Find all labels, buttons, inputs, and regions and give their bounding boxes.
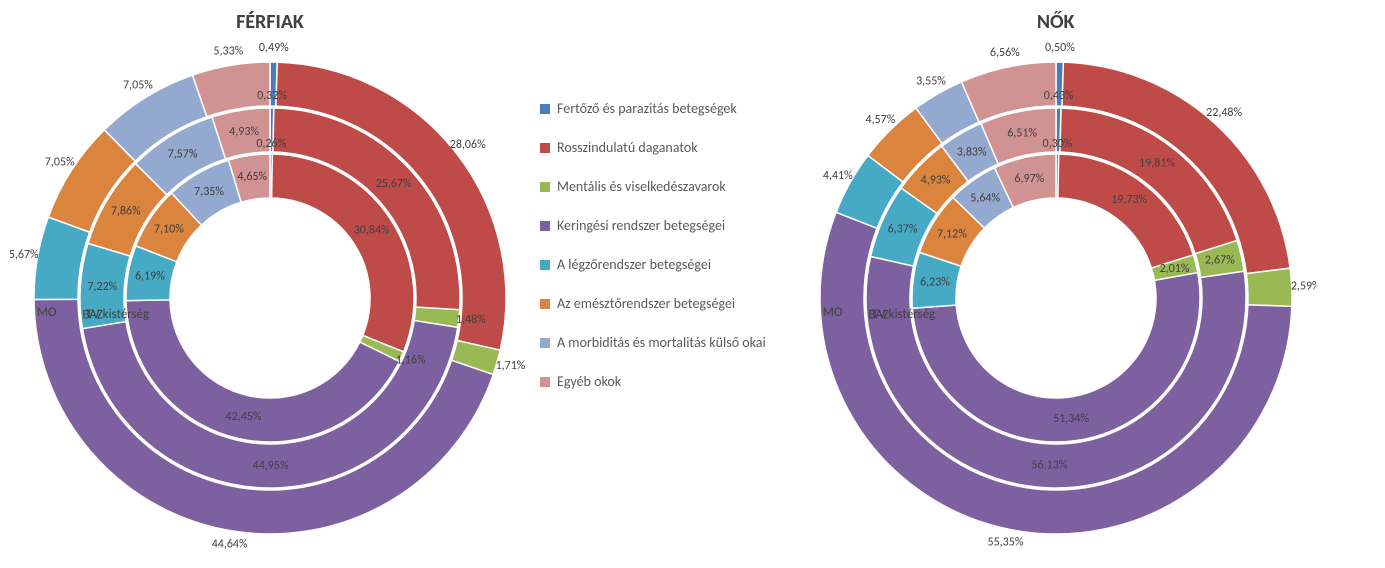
legend-label: A légzőrendszer betegségei bbox=[557, 256, 711, 273]
data-label: 5,64% bbox=[970, 192, 1000, 206]
donut-chart-left: TV kistérségBAZMO0,26%30,84%1,16%42,45%6… bbox=[10, 38, 530, 558]
legend-label: Fertőző és parazitás betegségek bbox=[557, 100, 737, 117]
donut-segment bbox=[1246, 268, 1292, 306]
chart-left: FÉRFIAK TV kistérségBAZMO0,26%30,84%1,16… bbox=[10, 10, 530, 558]
data-label: 1,48% bbox=[456, 313, 486, 327]
data-label: 6,56% bbox=[990, 46, 1020, 60]
legend-swatch bbox=[540, 143, 550, 153]
ring-label: MO bbox=[37, 305, 57, 320]
data-label: 0,30% bbox=[1042, 137, 1072, 151]
legend-label: Keringési rendszer betegségei bbox=[557, 217, 725, 234]
data-label: 7,57% bbox=[168, 147, 198, 161]
data-label: 0,32% bbox=[257, 89, 287, 103]
data-label: 7,22% bbox=[87, 280, 117, 294]
ring-label: MO bbox=[822, 305, 842, 320]
data-label: 6,97% bbox=[1014, 172, 1044, 186]
legend-item: Mentális és viselkedészavarok bbox=[540, 178, 766, 195]
data-label: 19,81% bbox=[1139, 157, 1175, 171]
donut-chart-right: TV kistérségBAZMO0,30%19,73%2,01%51,34%6… bbox=[796, 38, 1316, 558]
legend-label: Mentális és viselkedészavarok bbox=[557, 178, 726, 195]
data-label: 2,59% bbox=[1290, 279, 1315, 293]
legend-swatch bbox=[540, 377, 550, 387]
ring-label: BAZ bbox=[82, 308, 103, 323]
data-label: 5,33% bbox=[213, 44, 243, 58]
chart-title-left: FÉRFIAK bbox=[236, 10, 304, 34]
data-label: 7,05% bbox=[123, 79, 153, 93]
data-label: 44,95% bbox=[253, 459, 289, 473]
data-label: 42,45% bbox=[226, 410, 262, 424]
data-label: 4,57% bbox=[865, 113, 895, 127]
data-label: 0,43% bbox=[1043, 89, 1073, 103]
data-label: 6,19% bbox=[135, 269, 165, 283]
data-label: 0,26% bbox=[256, 137, 286, 151]
ring-label: BAZ bbox=[868, 308, 889, 323]
legend-swatch bbox=[540, 104, 550, 114]
data-label: 7,12% bbox=[937, 227, 967, 241]
legend-item: A légzőrendszer betegségei bbox=[540, 256, 766, 273]
data-label: 6,51% bbox=[1007, 126, 1037, 140]
data-label: 4,41% bbox=[823, 169, 853, 183]
data-label: 51,34% bbox=[1053, 412, 1089, 426]
data-label: 28,06% bbox=[450, 138, 486, 152]
data-label: 0,50% bbox=[1045, 41, 1075, 55]
chart-title-right: NŐK bbox=[1037, 10, 1075, 34]
data-label: 7,05% bbox=[45, 156, 75, 170]
legend-label: A morbiditás és mortalitás külső okai bbox=[557, 334, 766, 351]
data-label: 25,67% bbox=[376, 177, 412, 191]
legend-swatch bbox=[540, 338, 550, 348]
legend-label: Az emésztőrendszer betegségei bbox=[557, 295, 735, 312]
legend-label: Egyéb okok bbox=[557, 373, 621, 390]
data-label: 6,37% bbox=[887, 222, 917, 236]
data-label: 7,35% bbox=[194, 185, 224, 199]
chart-right: NŐK TV kistérségBAZMO0,30%19,73%2,01%51,… bbox=[796, 10, 1316, 558]
data-label: 30,84% bbox=[354, 223, 390, 237]
data-label: 4,93% bbox=[920, 174, 950, 188]
data-label: 1,16% bbox=[396, 354, 426, 368]
legend-item: Fertőző és parazitás betegségek bbox=[540, 100, 766, 117]
data-label: 3,83% bbox=[956, 146, 986, 160]
legend-swatch bbox=[540, 182, 550, 192]
data-label: 2,01% bbox=[1159, 262, 1189, 276]
data-label: 5,67% bbox=[10, 248, 39, 262]
data-label: 1,71% bbox=[496, 359, 526, 373]
legend: Fertőző és parazitás betegségek Rosszindu… bbox=[530, 10, 796, 412]
legend-swatch bbox=[540, 260, 550, 270]
data-label: 56,13% bbox=[1031, 459, 1067, 473]
legend-swatch bbox=[540, 221, 550, 231]
charts-container: FÉRFIAK TV kistérségBAZMO0,26%30,84%1,16… bbox=[10, 10, 1375, 558]
data-label: 19,73% bbox=[1111, 193, 1147, 207]
legend-item: Egyéb okok bbox=[540, 373, 766, 390]
legend-item: Rosszindulatú daganatok bbox=[540, 139, 766, 156]
data-label: 55,35% bbox=[987, 536, 1023, 550]
data-label: 22,48% bbox=[1206, 106, 1242, 120]
legend-swatch bbox=[540, 299, 550, 309]
data-label: 0,49% bbox=[259, 41, 289, 55]
legend-item: Az emésztőrendszer betegségei bbox=[540, 295, 766, 312]
legend-item: A morbiditás és mortalitás külső okai bbox=[540, 334, 766, 351]
legend-label: Rosszindulatú daganatok bbox=[557, 139, 698, 156]
data-label: 7,10% bbox=[154, 223, 184, 237]
data-label: 4,93% bbox=[229, 125, 259, 139]
data-label: 7,86% bbox=[111, 205, 141, 219]
data-label: 4,65% bbox=[237, 170, 267, 184]
data-label: 44,64% bbox=[212, 538, 248, 552]
data-label: 3,55% bbox=[916, 74, 946, 88]
data-label: 2,67% bbox=[1205, 253, 1235, 267]
data-label: 6,23% bbox=[920, 276, 950, 290]
legend-item: Keringési rendszer betegségei bbox=[540, 217, 766, 234]
